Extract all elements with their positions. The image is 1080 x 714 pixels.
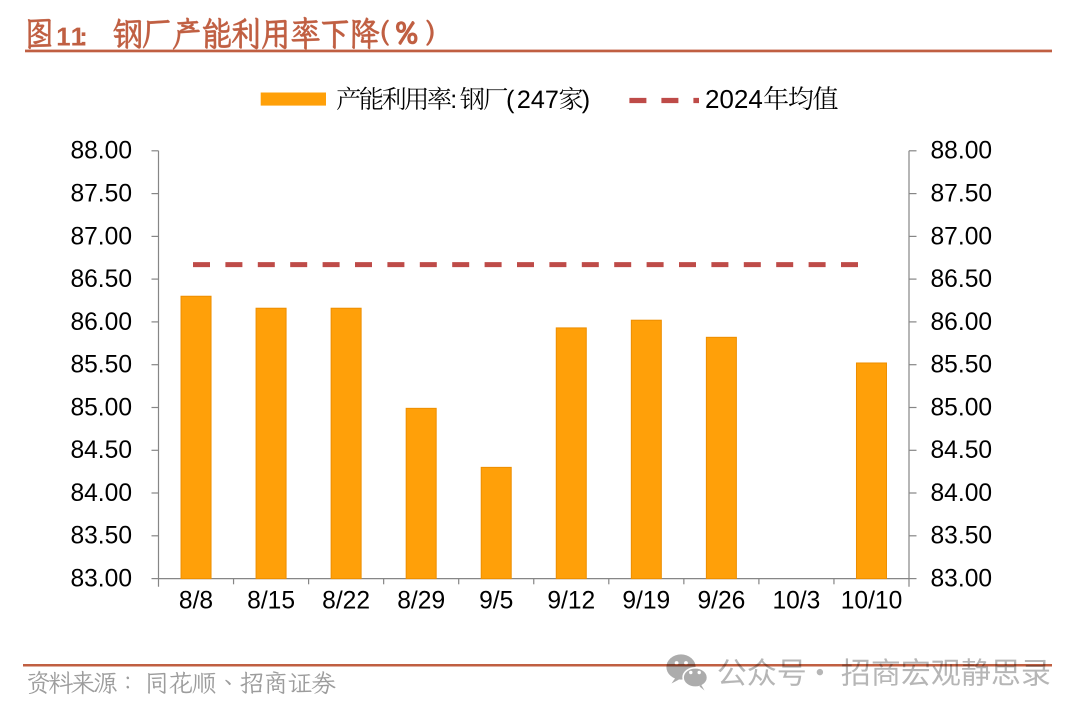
svg-text:86.50: 86.50: [70, 266, 132, 293]
svg-text:88.00: 88.00: [931, 138, 993, 165]
svg-text:10/3: 10/3: [772, 588, 820, 615]
svg-text:9/12: 9/12: [547, 588, 595, 615]
svg-text:83.50: 83.50: [70, 523, 132, 550]
svg-text:85.50: 85.50: [70, 352, 132, 379]
svg-text:87.50: 87.50: [931, 181, 993, 208]
svg-text:87.00: 87.00: [70, 223, 132, 250]
svg-text:8/29: 8/29: [397, 588, 445, 615]
svg-text:83.00: 83.00: [70, 566, 132, 593]
svg-text:9/19: 9/19: [622, 588, 670, 615]
svg-text:88.00: 88.00: [70, 138, 132, 165]
svg-text:9/26: 9/26: [697, 588, 745, 615]
svg-text:83.50: 83.50: [931, 523, 993, 550]
svg-text:83.00: 83.00: [931, 566, 993, 593]
svg-text:84.50: 84.50: [70, 437, 132, 464]
svg-text:87.50: 87.50: [70, 181, 132, 208]
svg-text:8/15: 8/15: [247, 588, 295, 615]
svg-text:86.00: 86.00: [931, 309, 993, 336]
svg-text:85.00: 85.00: [931, 394, 993, 421]
svg-text:10/10: 10/10: [841, 588, 903, 615]
svg-text:84.00: 84.00: [931, 480, 993, 507]
svg-text:86.50: 86.50: [931, 266, 993, 293]
svg-text:8/22: 8/22: [322, 588, 370, 615]
svg-text:87.00: 87.00: [931, 223, 993, 250]
svg-text:85.50: 85.50: [931, 352, 993, 379]
svg-text:8/8: 8/8: [179, 588, 213, 615]
svg-text:84.00: 84.00: [70, 480, 132, 507]
svg-text:85.00: 85.00: [70, 394, 132, 421]
svg-text:86.00: 86.00: [70, 309, 132, 336]
svg-text:9/5: 9/5: [479, 588, 513, 615]
svg-text:84.50: 84.50: [931, 437, 993, 464]
